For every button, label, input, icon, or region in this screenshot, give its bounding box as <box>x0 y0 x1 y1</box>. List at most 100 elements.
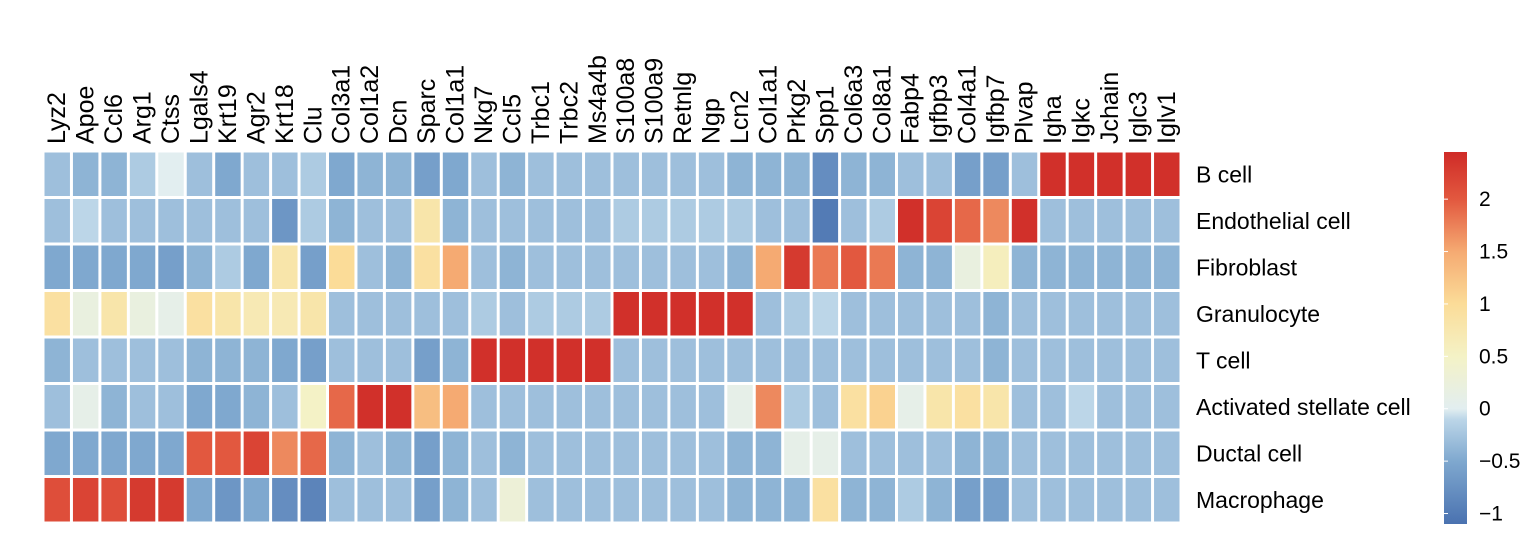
heatmap-cell <box>784 245 810 289</box>
heatmap-cell <box>471 152 497 196</box>
heatmap-cell <box>983 199 1009 243</box>
heatmap-cell <box>357 292 383 336</box>
column-label: Spp1 <box>811 86 839 144</box>
heatmap-cell <box>329 385 355 429</box>
heatmap-cell <box>414 245 440 289</box>
heatmap-cell <box>471 245 497 289</box>
heatmap-cell <box>44 385 70 429</box>
heatmap-cell <box>329 199 355 243</box>
heatmap-cell <box>528 292 554 336</box>
heatmap-cell <box>1154 385 1180 429</box>
column-label: Jchain <box>1096 72 1124 144</box>
heatmap-cell <box>670 152 696 196</box>
heatmap-cell <box>1011 245 1038 289</box>
heatmap-cell <box>528 338 554 382</box>
legend-tick-label: 1.5 <box>1479 241 1508 264</box>
column-label: Plvap <box>1011 81 1039 144</box>
heatmap-cell <box>414 431 440 475</box>
heatmap-cell <box>101 199 127 243</box>
column-label: Clu <box>299 106 327 144</box>
column-label: Ccl5 <box>498 94 526 144</box>
heatmap-cell <box>727 152 753 196</box>
column-label: S100a8 <box>612 58 640 144</box>
heatmap-cell <box>613 385 639 429</box>
heatmap-cell <box>385 152 412 196</box>
heatmap-cell <box>1011 385 1038 429</box>
heatmap-cell <box>698 152 725 196</box>
heatmap-cell <box>954 478 981 522</box>
heatmap-cell <box>471 385 497 429</box>
heatmap-cell <box>869 338 895 382</box>
heatmap-cell <box>1097 478 1123 522</box>
heatmap-cell <box>300 478 326 522</box>
heatmap-cell <box>158 385 184 429</box>
heatmap-cell <box>385 245 412 289</box>
heatmap-cell <box>812 385 839 429</box>
heatmap-cell <box>329 338 355 382</box>
heatmap-cell <box>442 292 469 336</box>
heatmap-cell <box>272 245 298 289</box>
heatmap-cell <box>954 292 981 336</box>
column-label: Igkc <box>1067 98 1095 144</box>
heatmap-cell <box>272 478 298 522</box>
heatmap-cell <box>499 152 526 196</box>
heatmap-cell <box>329 152 355 196</box>
row-labels: B cell Endothelial cell Fibroblast Granuloc… <box>1196 161 1411 513</box>
heatmap-cell <box>186 478 213 522</box>
column-label: Ms4a4b <box>584 55 612 144</box>
heatmap-cell <box>72 385 99 429</box>
heatmap-cell <box>499 199 526 243</box>
heatmap-cell <box>1125 199 1152 243</box>
heatmap-cell <box>670 338 696 382</box>
heatmap-cell <box>186 245 213 289</box>
heatmap-cell <box>755 478 782 522</box>
heatmap-cell <box>841 338 867 382</box>
column-labels: Lyz2 Apoe Ccl6 Arg1 Ctss Lgals4 Krt19 Agr2 Krt18… <box>43 55 1181 144</box>
heatmap-cell <box>812 431 839 475</box>
heatmap-cell <box>898 245 924 289</box>
heatmap-cell <box>670 431 696 475</box>
heatmap-cell <box>1040 245 1066 289</box>
heatmap-cell <box>585 292 611 336</box>
heatmap-cell <box>784 338 810 382</box>
heatmap-cell <box>1097 245 1123 289</box>
heatmap-cell <box>784 152 810 196</box>
heatmap-cell <box>1068 338 1095 382</box>
heatmap-cell <box>243 152 270 196</box>
heatmap-cell <box>812 199 839 243</box>
heatmap-cell <box>898 478 924 522</box>
heatmap-cell <box>727 338 753 382</box>
heatmap-cell <box>1068 478 1095 522</box>
heatmap-cell <box>926 478 952 522</box>
legend-tick-label: 1 <box>1479 293 1491 316</box>
heatmap-cell <box>898 292 924 336</box>
heatmap-cell <box>585 478 611 522</box>
heatmap-cell <box>841 152 867 196</box>
heatmap-cell <box>442 478 469 522</box>
heatmap-cell <box>243 338 270 382</box>
heatmap-cell <box>1011 292 1038 336</box>
column-label: Arg1 <box>129 91 157 144</box>
heatmap-cell <box>215 431 241 475</box>
column-label: Igha <box>1039 95 1067 144</box>
heatmap-cell <box>698 478 725 522</box>
heatmap-cell <box>556 199 583 243</box>
heatmap-cell <box>385 292 412 336</box>
heatmap-cell <box>300 245 326 289</box>
heatmap-cell <box>186 338 213 382</box>
heatmap-cell <box>641 431 668 475</box>
heatmap-cell <box>329 292 355 336</box>
heatmap-cell <box>101 245 127 289</box>
heatmap-cell <box>129 338 156 382</box>
heatmap-cell <box>1011 338 1038 382</box>
column-label: Ngp <box>698 98 726 144</box>
heatmap-cell <box>898 338 924 382</box>
heatmap-cell <box>414 338 440 382</box>
column-label: Sparc <box>413 79 441 144</box>
heatmap-cell <box>272 292 298 336</box>
column-label: Igfbp7 <box>982 74 1010 144</box>
heatmap-cell <box>954 245 981 289</box>
heatmap-cell <box>585 152 611 196</box>
column-label: Lyz2 <box>43 92 71 144</box>
